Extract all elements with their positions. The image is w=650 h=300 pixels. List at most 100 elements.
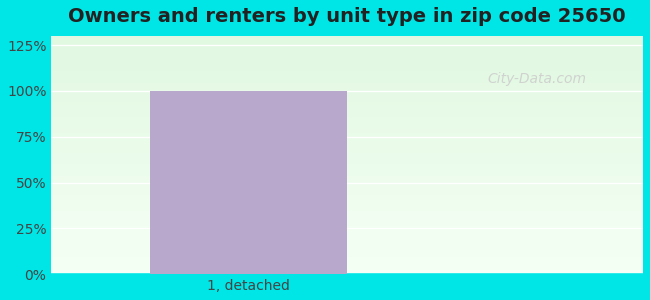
Bar bbox=[51, 47, 643, 49]
Bar bbox=[51, 220, 643, 222]
Bar bbox=[51, 218, 643, 220]
Bar bbox=[51, 41, 643, 43]
Bar bbox=[51, 71, 643, 73]
Bar bbox=[51, 204, 643, 206]
Bar bbox=[51, 85, 643, 87]
Bar bbox=[51, 195, 643, 197]
Bar bbox=[51, 104, 643, 106]
Bar bbox=[51, 86, 643, 88]
Bar bbox=[51, 245, 643, 247]
Bar bbox=[51, 84, 643, 86]
Bar bbox=[51, 235, 643, 237]
Bar bbox=[51, 248, 643, 250]
Bar bbox=[51, 94, 643, 97]
Bar bbox=[51, 264, 643, 266]
Bar bbox=[51, 38, 643, 40]
Bar bbox=[51, 227, 643, 229]
Bar bbox=[51, 65, 643, 67]
Bar bbox=[51, 159, 643, 161]
Text: City-Data.com: City-Data.com bbox=[487, 72, 586, 86]
Bar bbox=[51, 136, 643, 138]
Bar bbox=[51, 241, 643, 243]
Bar bbox=[51, 73, 643, 75]
Bar bbox=[51, 54, 643, 56]
Bar bbox=[51, 208, 643, 210]
Bar bbox=[51, 68, 643, 70]
Bar bbox=[51, 87, 643, 89]
Bar bbox=[51, 242, 643, 244]
Bar bbox=[51, 43, 643, 45]
Bar bbox=[51, 164, 643, 166]
Bar bbox=[51, 222, 643, 224]
Bar bbox=[51, 200, 643, 202]
Bar bbox=[51, 183, 643, 185]
Bar bbox=[51, 172, 643, 174]
Bar bbox=[51, 118, 643, 121]
Bar bbox=[51, 261, 643, 263]
Bar bbox=[51, 153, 643, 155]
Bar bbox=[51, 139, 643, 141]
Bar bbox=[51, 256, 643, 259]
Bar bbox=[51, 119, 643, 122]
Bar bbox=[51, 123, 643, 125]
Bar bbox=[51, 161, 643, 164]
Bar bbox=[51, 254, 643, 256]
Bar bbox=[51, 114, 643, 116]
Bar bbox=[51, 93, 643, 95]
Bar bbox=[51, 130, 643, 132]
Bar bbox=[51, 182, 643, 184]
Bar bbox=[51, 64, 643, 66]
Bar bbox=[51, 268, 643, 271]
Bar bbox=[51, 99, 643, 101]
Bar bbox=[51, 141, 643, 143]
Bar bbox=[51, 35, 643, 37]
Bar bbox=[51, 234, 643, 236]
Bar bbox=[51, 36, 643, 38]
Bar bbox=[51, 34, 643, 36]
Bar bbox=[51, 265, 643, 267]
Bar bbox=[51, 246, 643, 248]
Bar bbox=[51, 59, 643, 61]
Bar bbox=[51, 177, 643, 179]
Bar bbox=[51, 174, 643, 176]
Bar bbox=[51, 145, 643, 147]
Bar bbox=[51, 82, 643, 85]
Bar bbox=[51, 78, 643, 80]
Bar bbox=[51, 184, 643, 186]
Bar bbox=[51, 92, 643, 94]
Bar bbox=[51, 186, 643, 188]
Bar bbox=[51, 74, 643, 76]
Bar bbox=[51, 81, 643, 83]
Bar bbox=[51, 209, 643, 211]
Bar bbox=[51, 106, 643, 109]
Bar bbox=[51, 233, 643, 235]
Bar bbox=[51, 180, 643, 182]
Bar bbox=[51, 146, 643, 148]
Bar bbox=[51, 88, 643, 91]
Bar bbox=[51, 127, 643, 129]
Bar bbox=[51, 211, 643, 213]
Bar bbox=[51, 244, 643, 246]
Bar bbox=[51, 122, 643, 124]
Bar bbox=[51, 210, 643, 212]
Bar bbox=[51, 229, 643, 231]
Bar bbox=[51, 236, 643, 238]
Bar bbox=[51, 192, 643, 194]
Bar bbox=[51, 49, 643, 51]
Bar bbox=[51, 258, 643, 260]
Bar bbox=[51, 40, 643, 42]
Bar bbox=[51, 205, 643, 208]
Bar bbox=[51, 155, 643, 158]
Bar bbox=[51, 206, 643, 208]
Bar bbox=[51, 90, 643, 92]
Bar bbox=[51, 133, 643, 135]
Bar bbox=[51, 129, 643, 131]
Bar bbox=[51, 267, 643, 269]
Bar bbox=[51, 167, 643, 169]
Bar bbox=[51, 215, 643, 217]
Bar bbox=[51, 216, 643, 218]
Bar bbox=[51, 160, 643, 162]
Bar bbox=[51, 80, 643, 82]
Bar bbox=[51, 221, 643, 223]
Bar bbox=[51, 185, 643, 187]
